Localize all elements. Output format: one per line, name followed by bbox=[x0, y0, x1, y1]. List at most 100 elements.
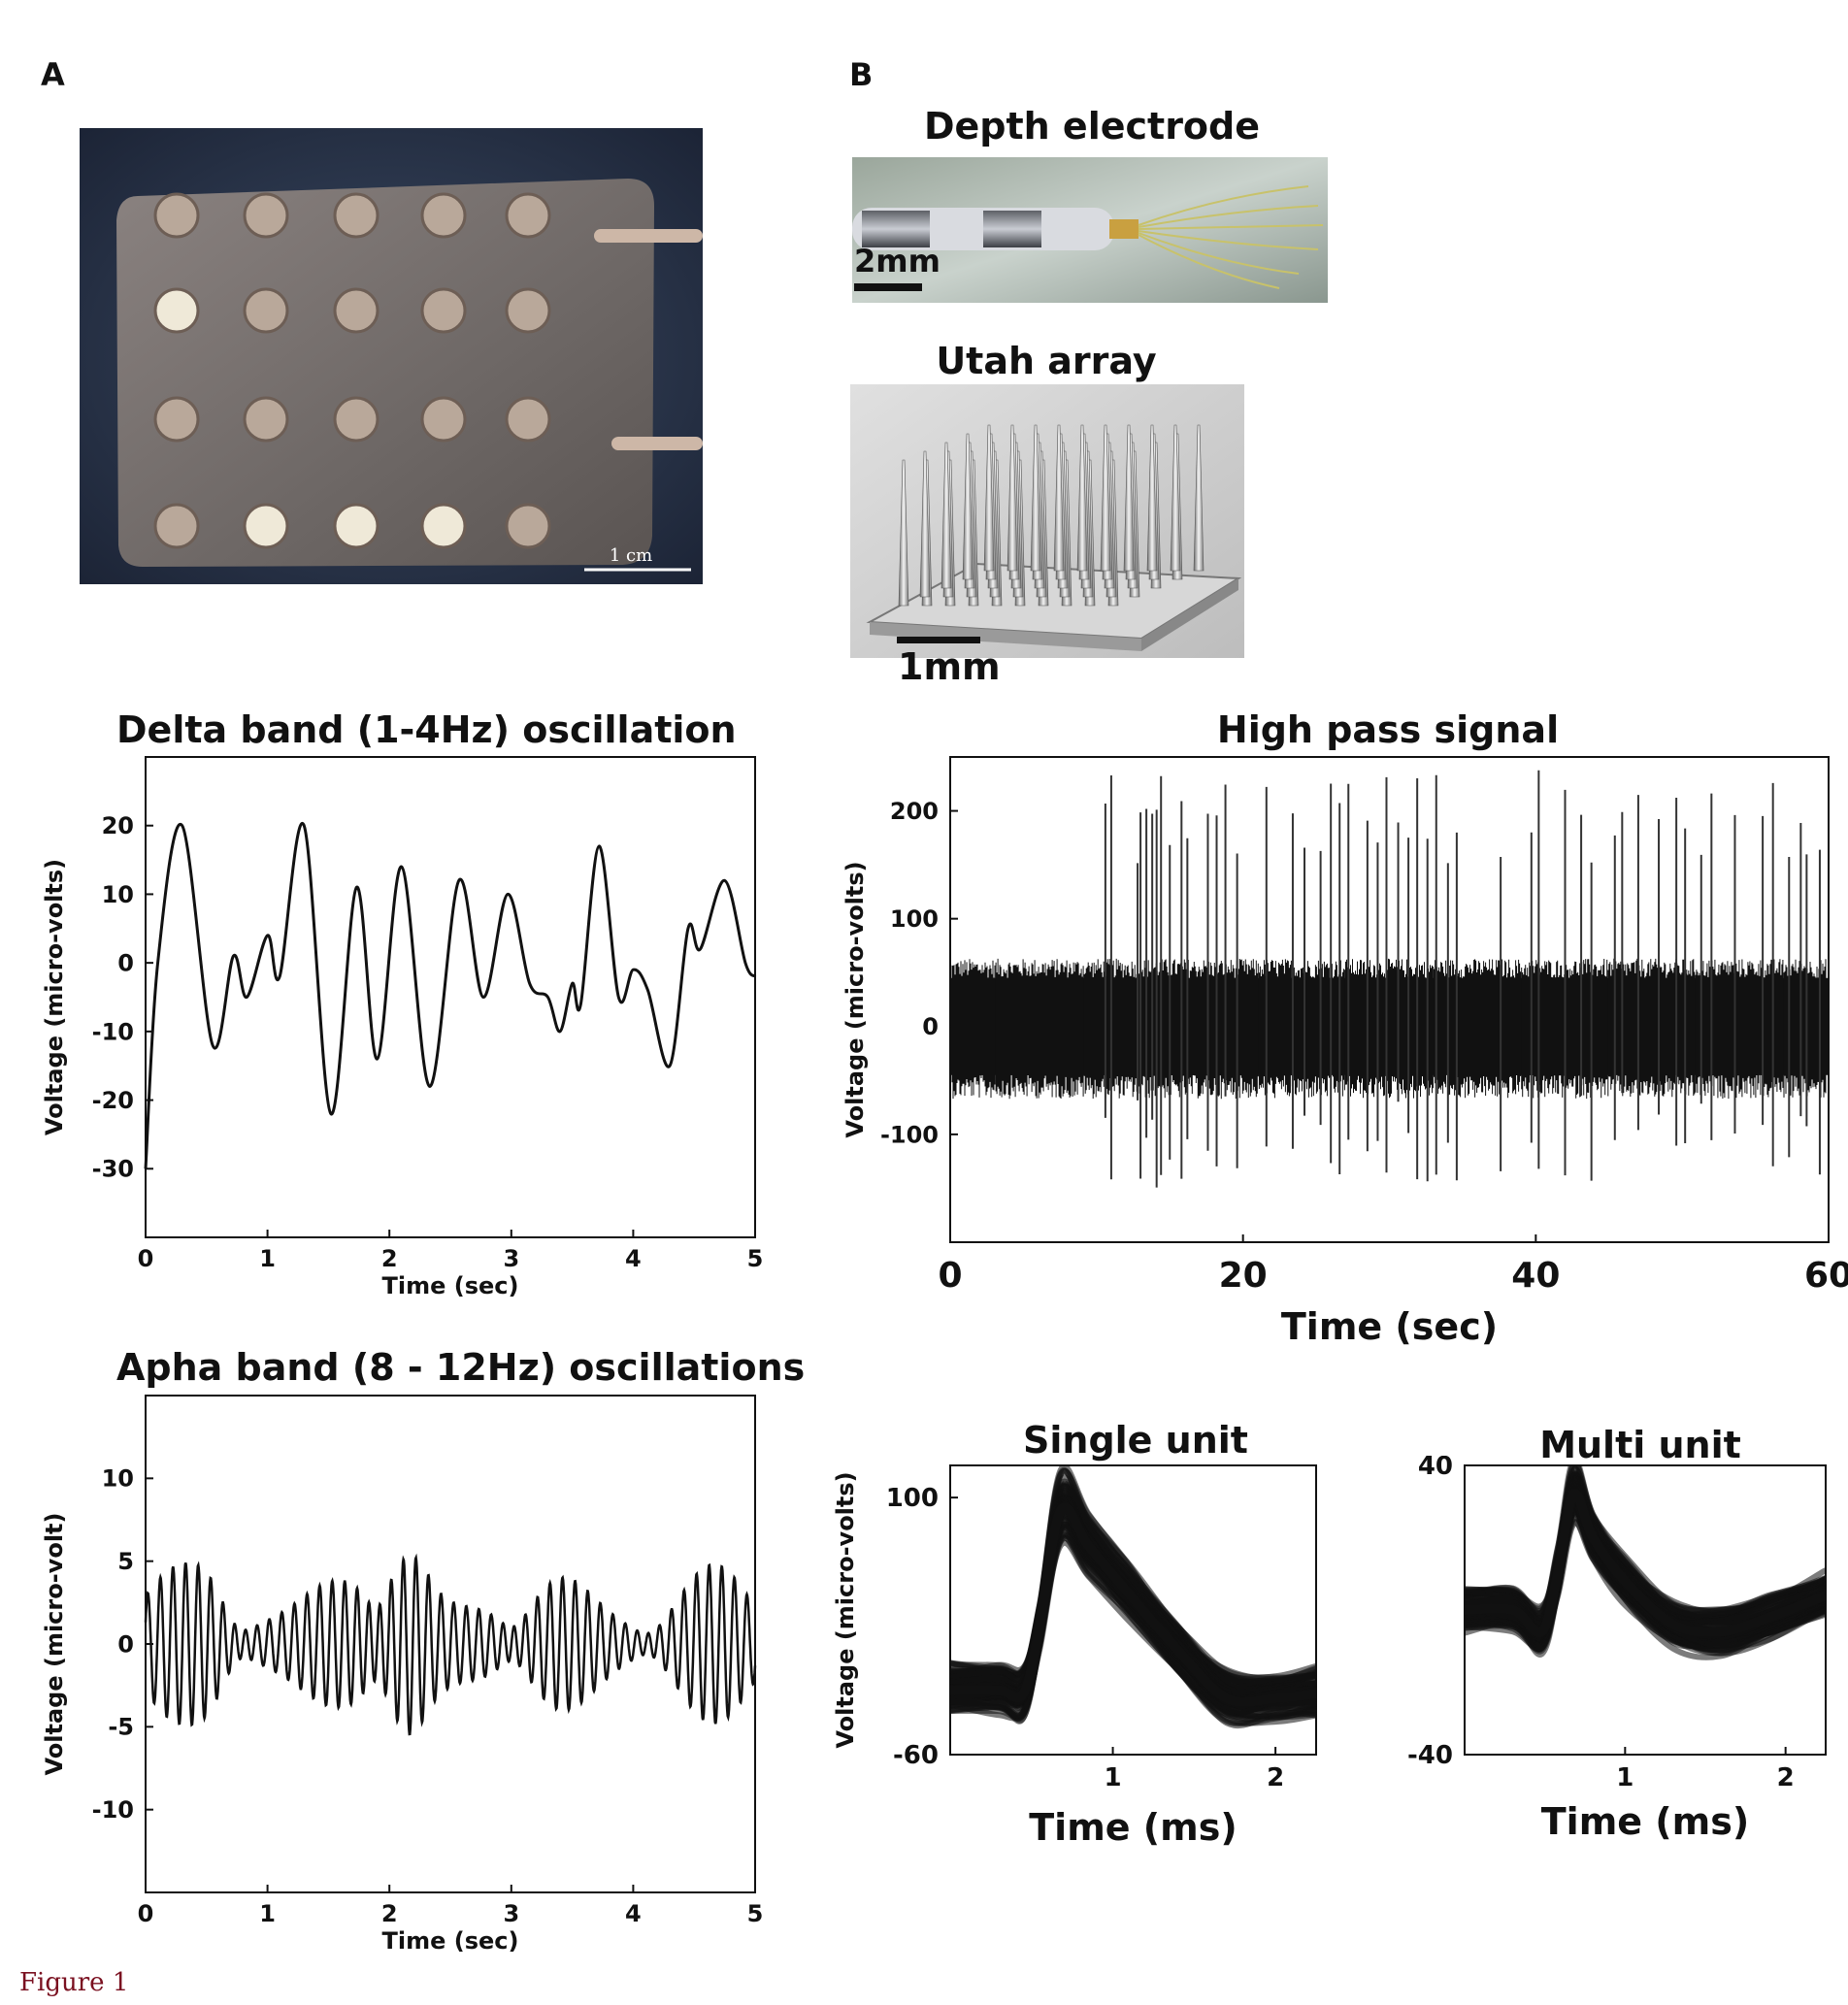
alpha-chart: 0 1 2 3 4 5 -10 -5 0 5 10 Time (sec) Voltage (micro-… bbox=[41, 1395, 764, 1955]
y-axis-label: Voltage (micro-volts) bbox=[842, 861, 869, 1137]
x-axis-label: Time (ms) bbox=[1541, 1800, 1750, 1843]
electrode-contact bbox=[420, 287, 467, 334]
delta-series-line bbox=[144, 821, 757, 1169]
x-tick-label: 3 bbox=[503, 1245, 519, 1272]
single-unit-chart-title: Single unit bbox=[1023, 1419, 1248, 1462]
y-tick-label: 40 bbox=[1418, 1456, 1453, 1481]
electrode-contact bbox=[243, 396, 289, 443]
utah-needle bbox=[1146, 424, 1158, 572]
utah-needle bbox=[983, 424, 995, 572]
utah-array-photo bbox=[850, 384, 1244, 658]
depth-electrode-title: Depth electrode bbox=[923, 105, 1261, 148]
y-tick-label: -30 bbox=[92, 1156, 134, 1183]
x-tick-label: 60 bbox=[1804, 1256, 1848, 1296]
x-tick-label: 2 bbox=[1777, 1763, 1795, 1792]
x-tick-label: 5 bbox=[747, 1245, 764, 1272]
electrode-contact bbox=[420, 503, 467, 549]
x-tick-label: 0 bbox=[138, 1900, 154, 1927]
y-tick-label: -10 bbox=[92, 1796, 134, 1824]
y-axis-label: Voltage (micro-volts) bbox=[41, 859, 68, 1135]
multi-unit-chart-title: Multi unit bbox=[1539, 1424, 1741, 1466]
waveform-overlay bbox=[1465, 1465, 1826, 1660]
x-tick-label: 3 bbox=[503, 1900, 519, 1927]
x-tick-label: 0 bbox=[938, 1256, 962, 1296]
electrode-contact bbox=[420, 396, 467, 443]
y-tick-label: 200 bbox=[890, 798, 939, 825]
y-tick-label: 20 bbox=[102, 812, 134, 839]
electrode-contact bbox=[243, 192, 289, 239]
utah-needle bbox=[1030, 424, 1041, 572]
plot-frame bbox=[145, 756, 756, 1238]
mean-waveform-line bbox=[1465, 1489, 1826, 1638]
electrode-contact bbox=[505, 287, 551, 334]
x-tick-label: 5 bbox=[747, 1900, 764, 1927]
x-axis-label: Time (sec) bbox=[382, 1272, 519, 1299]
utah-needle bbox=[1100, 424, 1111, 572]
utah-needle bbox=[1076, 424, 1088, 572]
x-tick-label: 20 bbox=[1219, 1256, 1268, 1296]
electrode-contact bbox=[505, 396, 551, 443]
utah-needle bbox=[919, 450, 931, 598]
panel-label-b: B bbox=[849, 56, 874, 93]
utah-needle bbox=[962, 433, 974, 580]
depth-scale-label: 2mm bbox=[854, 243, 940, 279]
x-tick-label: 1 bbox=[1105, 1763, 1122, 1792]
electrode-contact bbox=[505, 503, 551, 549]
alpha-series-line bbox=[144, 1553, 757, 1736]
plot-frame bbox=[949, 1464, 1317, 1756]
ecog-scale-label: 1 cm bbox=[610, 545, 652, 566]
x-axis-label: Time (sec) bbox=[382, 1927, 519, 1955]
delta-chart-title: Delta band (1-4Hz) oscillation bbox=[116, 708, 737, 751]
x-axis-label: Time (ms) bbox=[1029, 1806, 1238, 1849]
highpass-chart: 0 20 40 60 -100 0 100 200 Time (sec) Voltage (mic… bbox=[842, 756, 1848, 1348]
x-tick-label: 2 bbox=[1267, 1763, 1284, 1792]
y-tick-label: -20 bbox=[92, 1087, 134, 1114]
electrode-contact bbox=[505, 192, 551, 239]
y-tick-label: -5 bbox=[108, 1714, 134, 1741]
y-tick-label: -100 bbox=[880, 1121, 939, 1148]
figure-label: Figure 1 bbox=[19, 1968, 129, 1997]
x-tick-label: 2 bbox=[381, 1245, 398, 1272]
electrode-contact bbox=[153, 287, 200, 334]
electrode-contact bbox=[333, 192, 380, 239]
mean-waveform-line bbox=[950, 1502, 1316, 1707]
utah-needle bbox=[898, 459, 909, 607]
utah-scale-label: 1mm bbox=[898, 645, 1001, 688]
x-tick-label: 1 bbox=[1616, 1763, 1634, 1792]
noise-fringe bbox=[951, 958, 1827, 1100]
ecog-grid-photo: 1 cm bbox=[80, 128, 703, 584]
y-tick-label: 0 bbox=[117, 1630, 134, 1658]
electrode-contact bbox=[420, 192, 467, 239]
y-axis-label: Voltage (micro-volts) bbox=[832, 1471, 859, 1748]
multi-unit-chart: 1 2 -40 40 Time (ms) bbox=[1407, 1456, 1827, 1843]
y-tick-label: 100 bbox=[886, 1484, 939, 1513]
electrode-contact bbox=[243, 287, 289, 334]
depth-electrode-photo: 2mm bbox=[852, 157, 1328, 303]
utah-array-title: Utah array bbox=[936, 340, 1157, 382]
utah-needle bbox=[1053, 424, 1065, 572]
x-tick-label: 2 bbox=[381, 1900, 398, 1927]
electrode-contact bbox=[333, 287, 380, 334]
electrode-contact bbox=[153, 503, 200, 549]
y-tick-label: 10 bbox=[102, 1465, 134, 1493]
panel-label-a: A bbox=[41, 56, 65, 93]
delta-chart: 0 1 2 3 4 5 -30 -20 -10 0 10 20 Time (sec) Voltage (m… bbox=[41, 756, 764, 1299]
utah-needle bbox=[1193, 424, 1204, 572]
waveform-overlay bbox=[950, 1465, 1316, 1729]
utah-needle bbox=[1170, 424, 1181, 572]
y-tick-label: 5 bbox=[117, 1548, 134, 1575]
utah-needle bbox=[1123, 424, 1135, 572]
alpha-chart-title: Apha band (8 - 12Hz) oscillations bbox=[116, 1346, 806, 1389]
y-tick-label: 0 bbox=[117, 950, 134, 977]
x-tick-label: 4 bbox=[625, 1900, 642, 1927]
plot-frame bbox=[949, 756, 1830, 1243]
y-tick-label: 10 bbox=[102, 881, 134, 908]
x-tick-label: 1 bbox=[259, 1245, 276, 1272]
y-tick-label: 0 bbox=[922, 1013, 939, 1040]
x-tick-label: 4 bbox=[625, 1245, 642, 1272]
y-tick-label: 100 bbox=[890, 905, 939, 933]
y-tick-label: -10 bbox=[92, 1018, 134, 1045]
x-tick-label: 1 bbox=[259, 1900, 276, 1927]
electrode-contact bbox=[333, 503, 380, 549]
electrode-contact bbox=[153, 396, 200, 443]
